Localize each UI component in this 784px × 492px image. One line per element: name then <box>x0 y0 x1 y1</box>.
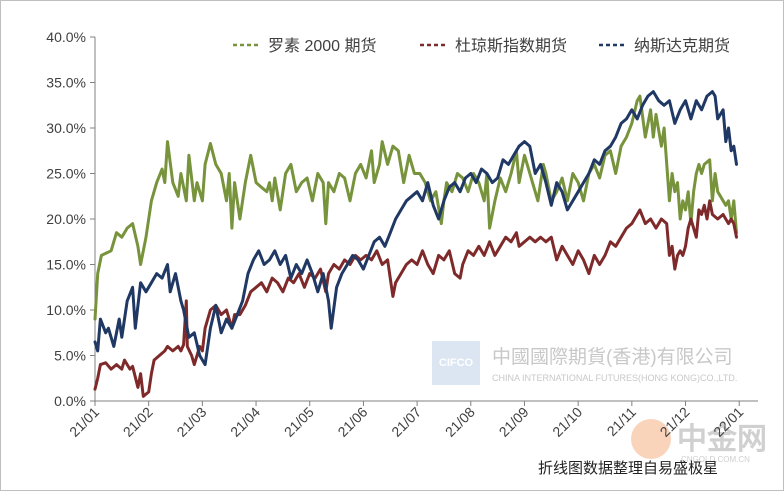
y-tick-label: 10.0% <box>46 302 86 318</box>
cifco-logo-box <box>432 341 480 385</box>
x-tick-label: 21/10 <box>549 404 585 440</box>
x-tick-label: 21/09 <box>495 404 531 440</box>
legend-label: 杜琼斯指数期货 <box>455 37 567 55</box>
cngold-site-name: 中金网 <box>677 422 767 456</box>
watermark: CIFCO 中國國際期貨(香港)有限公司 CHINA INTERNATIONAL… <box>432 341 767 464</box>
y-tick-label: 25.0% <box>46 166 86 182</box>
watermark-company-en: CHINA INTERNATIONAL FUTURES(HONG KONG)CO… <box>492 373 737 383</box>
x-tick-label: 21/04 <box>227 404 263 440</box>
cngold-logo-icon <box>631 419 671 459</box>
y-tick-label: 30.0% <box>46 120 86 136</box>
x-tick-label: 21/03 <box>173 404 209 440</box>
x-tick-label: 21/06 <box>334 404 370 440</box>
y-tick-label: 5.0% <box>54 348 86 364</box>
x-tick-label: 21/01 <box>66 404 102 440</box>
series-line-3 <box>93 90 738 367</box>
y-tick-label: 20.0% <box>46 211 86 227</box>
y-tick-label: 15.0% <box>46 257 86 273</box>
y-tick-label: 35.0% <box>46 75 86 91</box>
series-line-1 <box>93 94 738 321</box>
legend-label: 罗素 2000 期货 <box>268 37 377 55</box>
chart-caption: 折线图数据整理自易盛极星 <box>538 460 718 477</box>
y-tick-label: 0.0% <box>54 393 86 409</box>
cifco-logo-text: CIFCO <box>439 357 474 369</box>
series-lines <box>93 90 738 398</box>
legend-label: 纳斯达克期货 <box>634 37 730 55</box>
cngold-site-url: CNGOLD.COM.CN <box>681 455 750 464</box>
x-tick-label: 21/07 <box>388 404 424 440</box>
x-tick-label: 21/08 <box>442 404 478 440</box>
y-tick-label: 40.0% <box>46 29 86 45</box>
watermark-company-cn: 中國國際期貨(香港)有限公司 <box>492 346 733 368</box>
legend: 罗素 2000 期货 杜琼斯指数期货 纳斯达克期货 <box>233 37 730 55</box>
x-tick-label: 21/05 <box>281 404 317 440</box>
x-tick-label: 21/02 <box>120 404 156 440</box>
